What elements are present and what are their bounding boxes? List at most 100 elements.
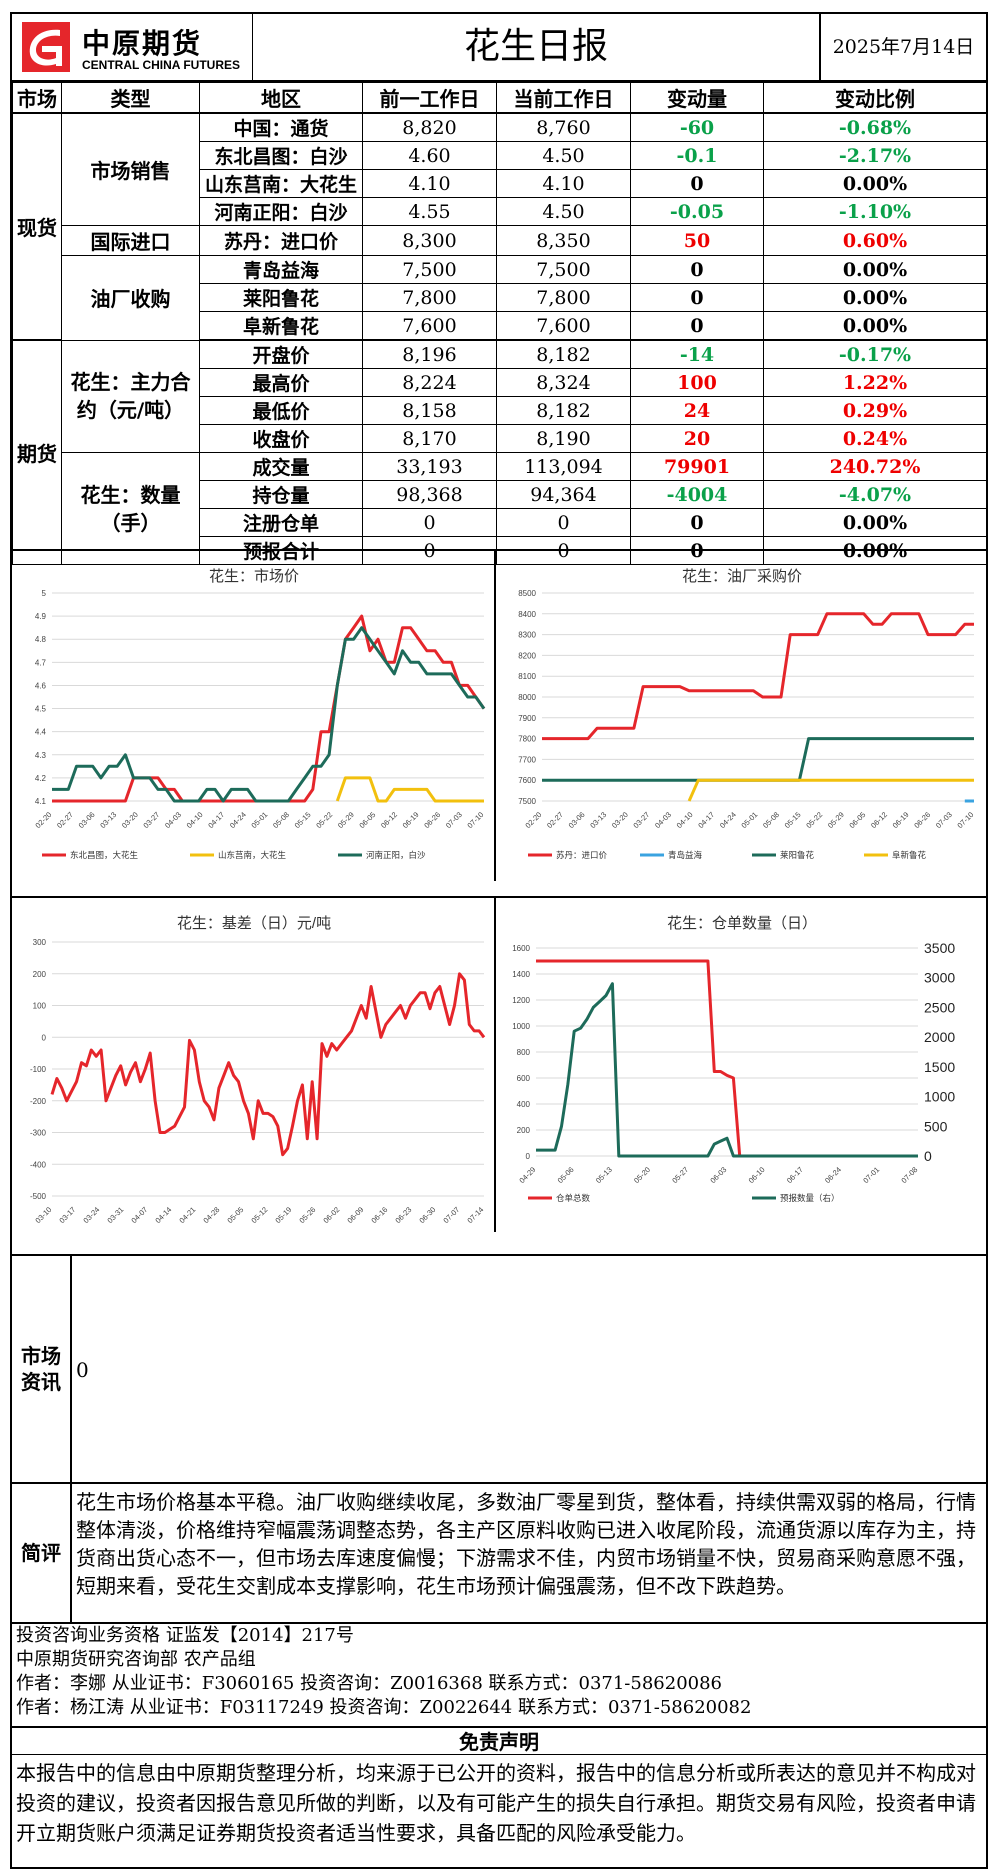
x-tick-label: 05-29 [336, 810, 356, 830]
y-tick-label: 200 [517, 1126, 531, 1135]
x-tick-label: 06-17 [785, 1165, 805, 1185]
column-header: 变动量 [630, 82, 764, 114]
y-tick-label: 300 [33, 938, 47, 947]
review-label: 简评 [12, 1484, 72, 1622]
x-tick-label: 07-10 [955, 810, 975, 830]
change-cell: 20 [630, 424, 764, 453]
x-tick-label: 07-03 [444, 810, 464, 830]
change-pct-cell: 0.29% [763, 396, 987, 425]
prev-value-cell: 4.55 [362, 197, 497, 226]
change-pct-cell: 0.00% [763, 169, 987, 198]
prev-value-cell: 4.60 [362, 141, 497, 170]
x-tick-label: 06-10 [747, 1165, 767, 1185]
table-row: 河南正阳：白沙 4.55 4.50 -0.05 -1.10% [13, 197, 987, 226]
change-cell: 24 [630, 396, 764, 425]
x-tick-label: 07-03 [934, 810, 954, 830]
x-tick-label: 03-06 [77, 810, 97, 830]
table-row: 持仓量 98,368 94,364 -4004 -4.07% [13, 480, 987, 509]
x-tick-label: 05-01 [739, 810, 759, 830]
x-tick-label: 04-14 [153, 1205, 173, 1225]
y-tick-label: 8000 [518, 693, 536, 702]
prev-value-cell: 8,196 [362, 339, 497, 369]
cur-value-cell: 113,094 [496, 452, 631, 481]
x-tick-label: 04-17 [696, 810, 716, 830]
change-pct-cell: -1.10% [763, 197, 987, 226]
cur-value-cell: 8,190 [496, 424, 631, 453]
logo-english-text: CENTRAL CHINA FUTURES [82, 58, 240, 72]
legend-label: 河南正阳，白沙 [366, 850, 426, 860]
cur-value-cell: 4.10 [496, 169, 631, 198]
y-tick-label: 4.7 [35, 658, 47, 667]
cur-value-cell: 94,364 [496, 480, 631, 509]
x-tick-label: 02-27 [545, 810, 565, 830]
column-header: 变动比例 [763, 82, 987, 114]
cur-value-cell: 8,182 [496, 339, 631, 369]
y-tick-label: 4.6 [35, 681, 47, 690]
company-logo: 中原期货 CENTRAL CHINA FUTURES [12, 14, 252, 80]
x-tick-label: 03-13 [588, 810, 608, 830]
y-tick-label: 8100 [518, 672, 536, 681]
x-tick-label: 04-03 [653, 810, 673, 830]
change-pct-cell: 1.22% [763, 368, 987, 397]
x-tick-label: 07-10 [465, 810, 485, 830]
y-tick-label: 1400 [512, 970, 530, 979]
x-tick-label: 06-12 [379, 810, 399, 830]
cur-value-cell: 0 [496, 508, 631, 537]
y-tick-label: 8400 [518, 610, 536, 619]
y-tick-label: 4.4 [35, 728, 47, 737]
cur-value-cell: 7,800 [496, 283, 631, 312]
region-cell: 开盘价 [199, 339, 363, 369]
x-tick-label: 04-10 [185, 810, 205, 830]
cur-value-cell: 8,182 [496, 396, 631, 425]
x-tick-label: 05-26 [297, 1205, 317, 1225]
x-tick-label: 06-02 [321, 1205, 341, 1225]
y-tick-label: -500 [30, 1192, 47, 1201]
type-cell: 市场销售 [61, 112, 200, 226]
x-tick-label: 06-12 [869, 810, 889, 830]
region-cell: 山东莒南：大花生 [199, 169, 363, 198]
table-row: 花生：数量（手） 成交量 33,193 113,094 79901 240.72% [13, 452, 987, 565]
legend-label: 山东莒南，大花生 [218, 850, 287, 860]
y-tick-label: 8500 [518, 589, 536, 598]
x-tick-label: 06-19 [401, 810, 421, 830]
change-cell: 50 [630, 225, 764, 256]
table-row: 期货 花生：主力合约（元/吨） 开盘价 8,196 8,182 -14 -0.17% [12, 339, 987, 565]
x-tick-label: 04-03 [163, 810, 183, 830]
x-tick-label: 06-03 [708, 1165, 728, 1185]
cur-value-cell: 4.50 [496, 141, 631, 170]
x-tick-label: 03-10 [33, 1205, 53, 1225]
table-row: 国际进口 苏丹：进口价 8,300 8,350 50 0.60% [13, 225, 987, 256]
market-cell: 现货 [12, 112, 62, 341]
x-tick-label: 06-26 [422, 810, 442, 830]
market-news-text: 0 [76, 1358, 89, 1382]
disclaimer-title: 免责声明 [12, 1726, 986, 1755]
type-cell: 油厂收购 [61, 255, 200, 341]
x-tick-label: 03-13 [98, 810, 118, 830]
series-line [542, 612, 974, 741]
x-tick-label: 06-24 [823, 1165, 843, 1185]
chart-oil-mill-price-svg: 花生：油厂采购价 8500 8400 8300 8200 8100 8000 7900 7800… [518, 568, 975, 860]
region-cell: 最高价 [199, 368, 363, 397]
region-cell: 成交量 [199, 452, 363, 481]
author-line-2: 作者：杨江涛 从业证书：F03117249 投资咨询：Z0022644 联系方式… [16, 1697, 752, 1718]
x-tick-label: 05-08 [271, 810, 291, 830]
x-tick-label: 05-01 [249, 810, 269, 830]
page-title: 花生日报 [252, 14, 819, 80]
x-tick-label: 05-27 [670, 1165, 690, 1185]
x-tick-label: 07-07 [441, 1205, 461, 1225]
chart-title: 花生：基差（日）元/吨 [177, 915, 331, 932]
x-tick-label: 03-24 [81, 1205, 101, 1225]
x-tick-label: 02-20 [523, 810, 543, 830]
change-pct-cell: -2.17% [763, 141, 987, 170]
review-section: 简评 花生市场价格基本平稳。油厂收购继续收尾，多数油厂零星到货，整体看，持续供需… [12, 1482, 986, 1622]
change-pct-cell: 0.60% [763, 225, 987, 256]
y-tick-label: 4.8 [35, 635, 47, 644]
series-line [52, 626, 486, 803]
region-cell: 苏丹：进口价 [199, 225, 363, 256]
y2-tick-label: 1000 [924, 1089, 955, 1105]
y-tick-label: 600 [517, 1074, 531, 1083]
change-cell: 0 [630, 283, 764, 312]
change-cell: -4004 [630, 480, 764, 509]
legend-label: 仓单总数 [556, 1193, 591, 1203]
x-tick-label: 06-16 [369, 1205, 389, 1225]
